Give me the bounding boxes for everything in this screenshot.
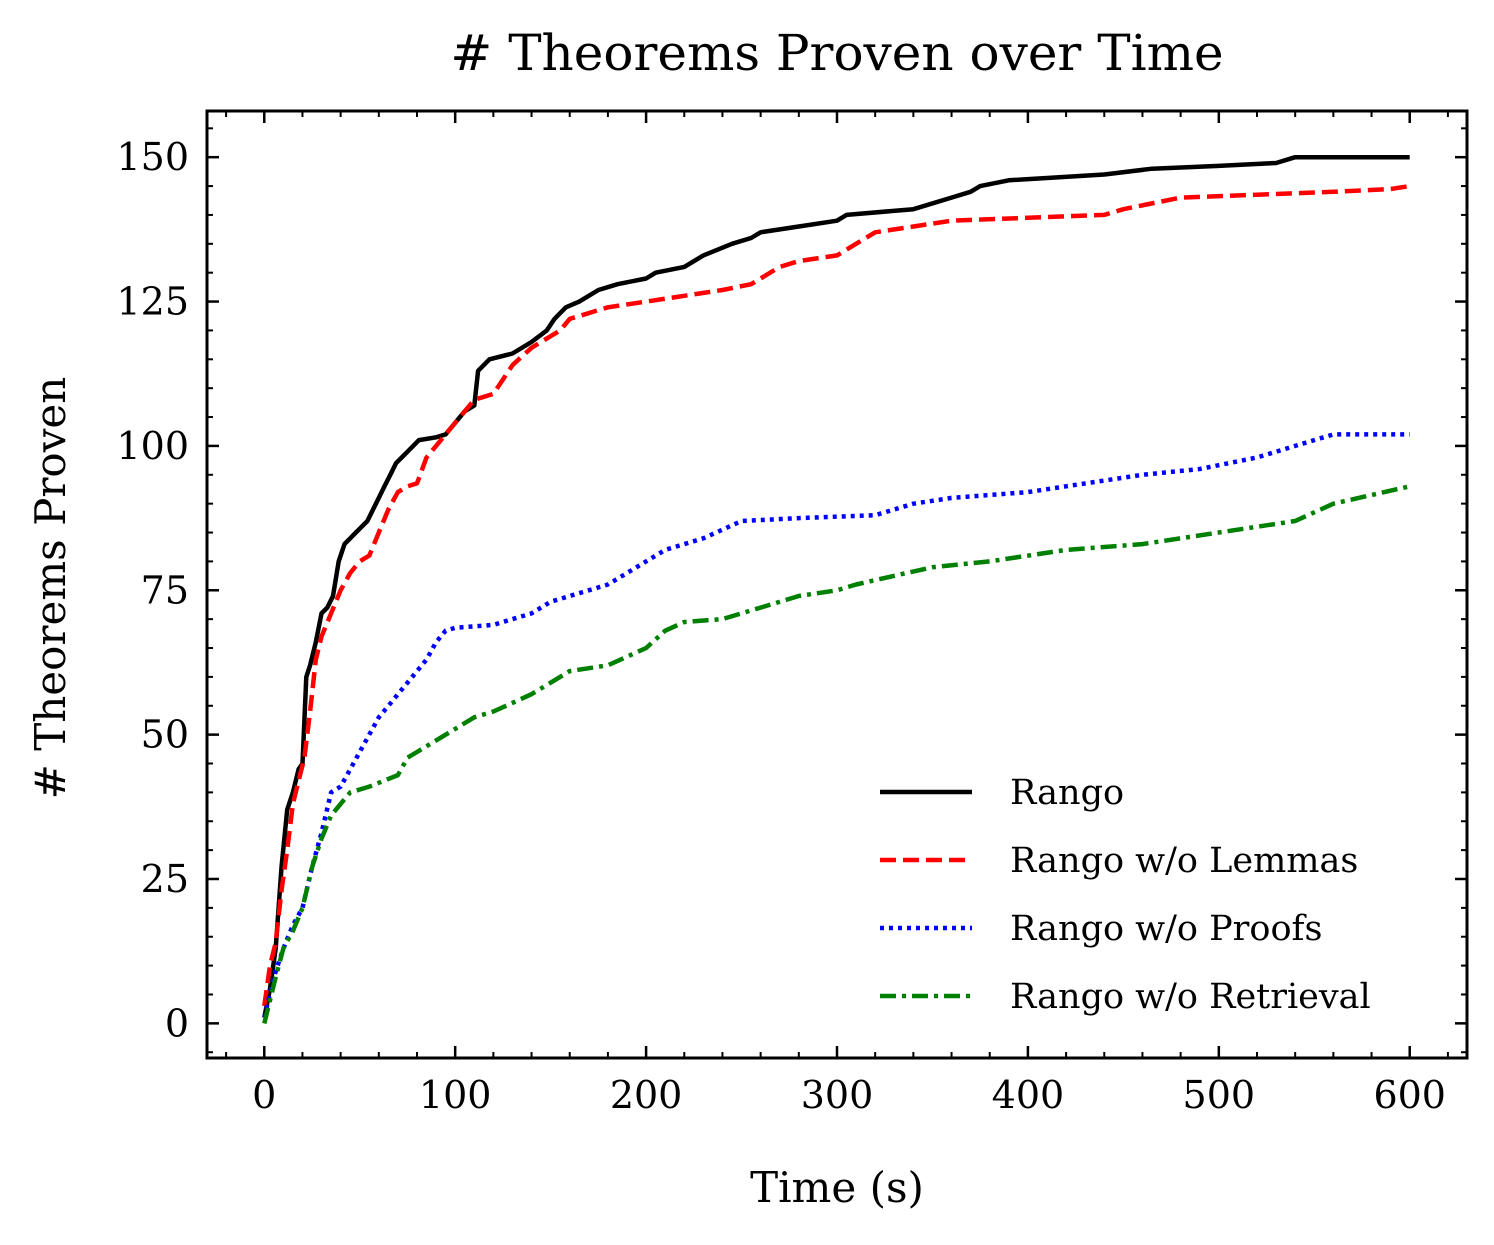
- legend-label-3: Rango w/o Retrieval: [1010, 977, 1371, 1017]
- x-tick-label: 0: [252, 1073, 276, 1117]
- y-axis-label: # Theorems Proven: [26, 377, 75, 800]
- series-line-3: [262, 484, 1411, 1024]
- y-tick-label: 50: [141, 713, 189, 757]
- x-tick-label: 100: [419, 1073, 492, 1117]
- series-line-2: [262, 432, 1410, 1019]
- y-tick-label: 75: [141, 568, 189, 612]
- x-tick-label: 500: [1183, 1073, 1256, 1117]
- series-line-0: [262, 154, 1410, 1019]
- legend-label-0: Rango: [1010, 773, 1124, 813]
- ticks-layer: 0 100 200 300 400 500 600 0 25 50 75 100 125 150: [116, 111, 1467, 1117]
- y-tick-label: 0: [165, 1001, 189, 1045]
- legend: Rango Rango w/o Lemmas Rango w/o Proofs Ran…: [880, 773, 1371, 1017]
- y-tick-label: 100: [116, 424, 189, 468]
- plot-frame: [205, 109, 1469, 1060]
- y-tick-label: 25: [141, 857, 189, 901]
- x-axis-label: Time (s): [750, 1163, 924, 1212]
- x-tick-label: 200: [610, 1073, 683, 1117]
- series-layer: [262, 154, 1411, 1024]
- chart-title: # Theorems Proven over Time: [450, 24, 1223, 82]
- x-tick-label: 300: [801, 1073, 874, 1117]
- legend-label-2: Rango w/o Proofs: [1010, 909, 1322, 949]
- legend-label-1: Rango w/o Lemmas: [1010, 841, 1358, 881]
- series-line-1: [262, 183, 1411, 1007]
- y-tick-label: 150: [116, 135, 189, 179]
- x-tick-label: 400: [992, 1073, 1065, 1117]
- x-tick-label: 600: [1373, 1073, 1446, 1117]
- y-tick-label: 125: [116, 280, 189, 324]
